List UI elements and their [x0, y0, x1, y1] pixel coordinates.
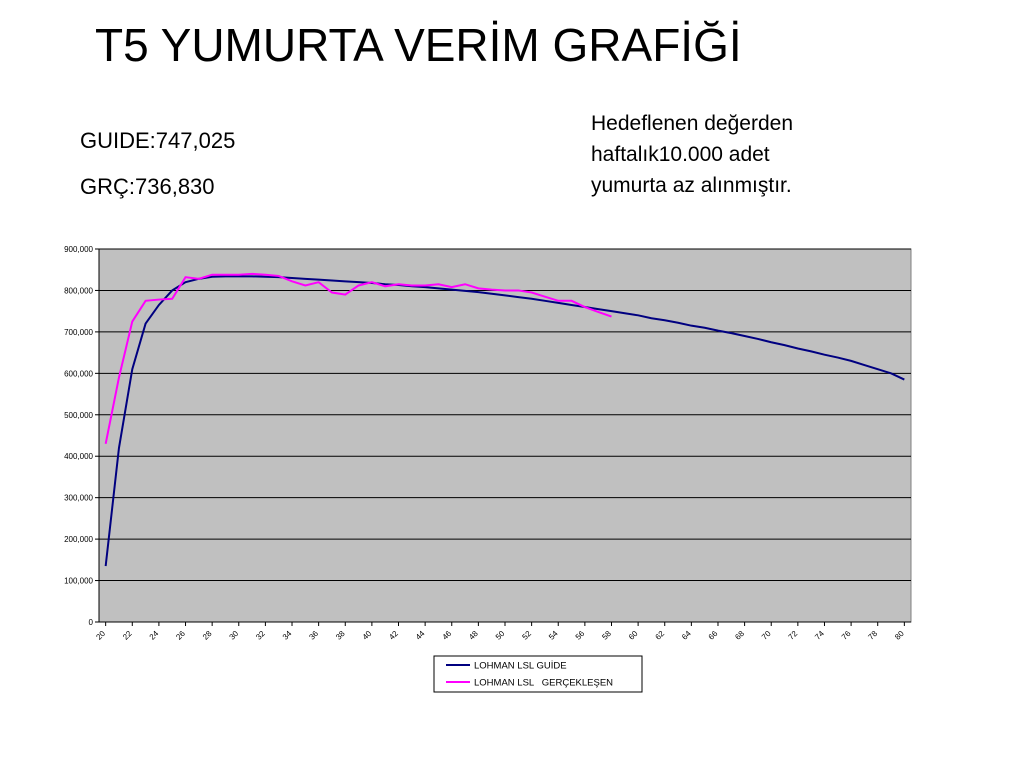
y-tick-label: 100,000 [64, 577, 93, 586]
x-tick-label: 68 [733, 629, 746, 642]
x-tick-label: 64 [680, 629, 693, 642]
x-tick-label: 46 [441, 629, 454, 642]
x-tick-label: 32 [254, 629, 267, 642]
plot-area [98, 248, 912, 623]
actual-note: GRÇ:736,830 [80, 174, 215, 199]
y-tick-label: 900,000 [64, 245, 93, 254]
x-tick-label: 60 [627, 629, 640, 642]
x-tick-label: 42 [387, 629, 400, 642]
x-tick-label: 40 [361, 629, 374, 642]
legend-box [433, 655, 643, 693]
x-tick-label: 72 [787, 629, 800, 642]
x-tick-label: 48 [467, 629, 480, 642]
x-tick-label: 62 [653, 629, 666, 642]
x-tick-label: 76 [840, 629, 853, 642]
series-line [104, 272, 612, 444]
legend-label: LOHMAN LSL GUİDE [474, 661, 567, 672]
y-tick-label: 400,000 [64, 452, 93, 461]
x-tick-label: 66 [707, 629, 720, 642]
y-tick-label: 300,000 [64, 494, 93, 503]
x-tick-label: 30 [228, 629, 241, 642]
x-tick-label: 70 [760, 629, 773, 642]
y-tick-label: 700,000 [64, 328, 93, 337]
y-tick-label: 500,000 [64, 411, 93, 420]
guide-note: GUIDE:747,025 [80, 128, 236, 153]
x-tick-label: 58 [600, 629, 613, 642]
x-tick-label: 74 [813, 629, 826, 642]
y-tick-label: 200,000 [64, 535, 93, 544]
x-tick-label: 22 [121, 629, 134, 642]
x-tick-label: 38 [334, 629, 347, 642]
x-tick-label: 56 [574, 629, 587, 642]
y-tick-label: 800,000 [64, 286, 93, 295]
x-tick-label: 34 [281, 629, 294, 642]
x-tick-label: 28 [201, 629, 214, 642]
x-tick-label: 50 [494, 629, 507, 642]
x-tick-label: 26 [174, 629, 187, 642]
x-tick-label: 20 [94, 629, 107, 642]
note-line: yumurta az alınmıştır. [591, 174, 792, 197]
slide-title: T5 YUMURTA VERİM GRAFİĞİ [95, 19, 742, 71]
note-line: Hedeflenen değerden [591, 112, 794, 135]
x-tick-label: 24 [148, 629, 161, 642]
x-tick-label: 44 [414, 629, 427, 642]
x-tick-label: 54 [547, 629, 560, 642]
x-tick-label: 52 [520, 629, 533, 642]
x-tick-label: 80 [893, 629, 906, 642]
legend-label: LOHMAN LSL GERÇEKLEŞEN [474, 678, 613, 689]
x-tick-label: 78 [866, 629, 879, 642]
y-tick-label: 0 [89, 618, 94, 627]
series-line [104, 275, 905, 567]
x-tick-label: 36 [307, 629, 320, 642]
note-line: haftalık10.000 adet [591, 143, 770, 166]
y-tick-label: 600,000 [64, 369, 93, 378]
